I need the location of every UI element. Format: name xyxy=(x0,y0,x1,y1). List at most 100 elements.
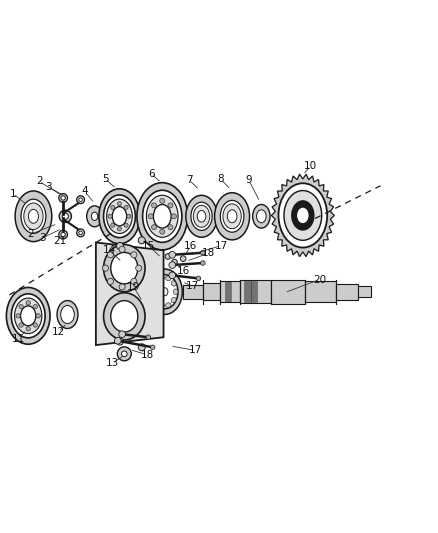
Ellipse shape xyxy=(169,272,176,279)
FancyBboxPatch shape xyxy=(305,281,336,302)
Ellipse shape xyxy=(11,294,45,338)
Ellipse shape xyxy=(284,190,321,240)
FancyBboxPatch shape xyxy=(240,280,271,303)
Ellipse shape xyxy=(117,347,131,361)
Ellipse shape xyxy=(137,183,187,250)
Ellipse shape xyxy=(119,331,125,337)
Ellipse shape xyxy=(220,200,244,232)
FancyBboxPatch shape xyxy=(203,283,220,301)
Circle shape xyxy=(26,301,30,305)
Ellipse shape xyxy=(111,301,138,332)
Circle shape xyxy=(117,227,121,231)
Ellipse shape xyxy=(59,210,71,222)
Ellipse shape xyxy=(59,230,67,239)
Ellipse shape xyxy=(146,335,151,340)
Text: 19: 19 xyxy=(127,282,141,293)
Ellipse shape xyxy=(292,201,314,230)
Ellipse shape xyxy=(59,193,67,203)
Ellipse shape xyxy=(62,213,68,220)
Ellipse shape xyxy=(79,231,82,235)
Ellipse shape xyxy=(61,196,65,200)
Text: 12: 12 xyxy=(52,327,65,337)
Text: 17: 17 xyxy=(186,281,199,291)
Ellipse shape xyxy=(169,262,176,269)
Text: 16: 16 xyxy=(184,240,197,251)
Polygon shape xyxy=(96,243,163,345)
Ellipse shape xyxy=(21,199,46,233)
Ellipse shape xyxy=(103,245,145,292)
Circle shape xyxy=(119,246,125,253)
Ellipse shape xyxy=(154,297,159,303)
Ellipse shape xyxy=(61,232,65,237)
Text: 10: 10 xyxy=(304,161,317,171)
Text: 18: 18 xyxy=(201,248,215,259)
Circle shape xyxy=(16,313,21,318)
Circle shape xyxy=(160,229,165,234)
Ellipse shape xyxy=(165,254,171,259)
FancyBboxPatch shape xyxy=(358,286,371,297)
Text: 17: 17 xyxy=(188,345,201,356)
Circle shape xyxy=(127,214,131,219)
Text: 6: 6 xyxy=(148,169,155,179)
Circle shape xyxy=(108,214,112,219)
Ellipse shape xyxy=(153,205,171,228)
Ellipse shape xyxy=(162,288,168,296)
Ellipse shape xyxy=(201,261,205,265)
Text: 3: 3 xyxy=(39,233,46,243)
Ellipse shape xyxy=(57,301,78,328)
FancyBboxPatch shape xyxy=(225,281,231,302)
Circle shape xyxy=(138,237,145,244)
Circle shape xyxy=(107,252,113,258)
Ellipse shape xyxy=(14,298,42,334)
FancyBboxPatch shape xyxy=(244,281,251,302)
Text: 21: 21 xyxy=(53,236,66,246)
Ellipse shape xyxy=(166,276,171,281)
FancyBboxPatch shape xyxy=(271,279,305,304)
Circle shape xyxy=(117,338,124,345)
Circle shape xyxy=(102,265,109,271)
Ellipse shape xyxy=(173,289,178,295)
Ellipse shape xyxy=(159,276,164,281)
Ellipse shape xyxy=(193,205,210,227)
Text: 20: 20 xyxy=(313,274,326,285)
Text: 8: 8 xyxy=(217,174,224,184)
Ellipse shape xyxy=(92,212,98,221)
Circle shape xyxy=(168,224,173,230)
Circle shape xyxy=(107,278,113,285)
Text: 1: 1 xyxy=(10,189,16,199)
Circle shape xyxy=(160,198,165,204)
Ellipse shape xyxy=(159,303,164,308)
Ellipse shape xyxy=(114,337,121,344)
Circle shape xyxy=(33,304,38,309)
Circle shape xyxy=(152,224,156,230)
Ellipse shape xyxy=(111,253,138,284)
FancyBboxPatch shape xyxy=(183,285,203,298)
Text: 5: 5 xyxy=(102,174,109,184)
Ellipse shape xyxy=(253,205,270,228)
FancyBboxPatch shape xyxy=(251,281,258,302)
Circle shape xyxy=(124,205,128,209)
Text: 4: 4 xyxy=(81,187,88,196)
Ellipse shape xyxy=(169,252,176,258)
Text: 17: 17 xyxy=(215,240,228,251)
Text: 3: 3 xyxy=(46,182,52,192)
Circle shape xyxy=(131,252,137,258)
Polygon shape xyxy=(272,174,334,257)
Circle shape xyxy=(168,203,173,208)
Circle shape xyxy=(19,304,23,309)
Ellipse shape xyxy=(227,210,237,223)
Ellipse shape xyxy=(79,198,82,201)
Circle shape xyxy=(131,278,137,285)
Text: 15: 15 xyxy=(141,240,155,251)
Ellipse shape xyxy=(146,195,178,237)
Ellipse shape xyxy=(171,281,176,286)
Ellipse shape xyxy=(28,209,39,223)
Ellipse shape xyxy=(171,297,176,303)
Circle shape xyxy=(117,243,124,249)
Ellipse shape xyxy=(150,345,155,350)
Circle shape xyxy=(111,205,115,209)
Ellipse shape xyxy=(148,269,182,314)
Ellipse shape xyxy=(61,305,74,324)
Ellipse shape xyxy=(154,281,159,286)
Ellipse shape xyxy=(279,183,327,247)
